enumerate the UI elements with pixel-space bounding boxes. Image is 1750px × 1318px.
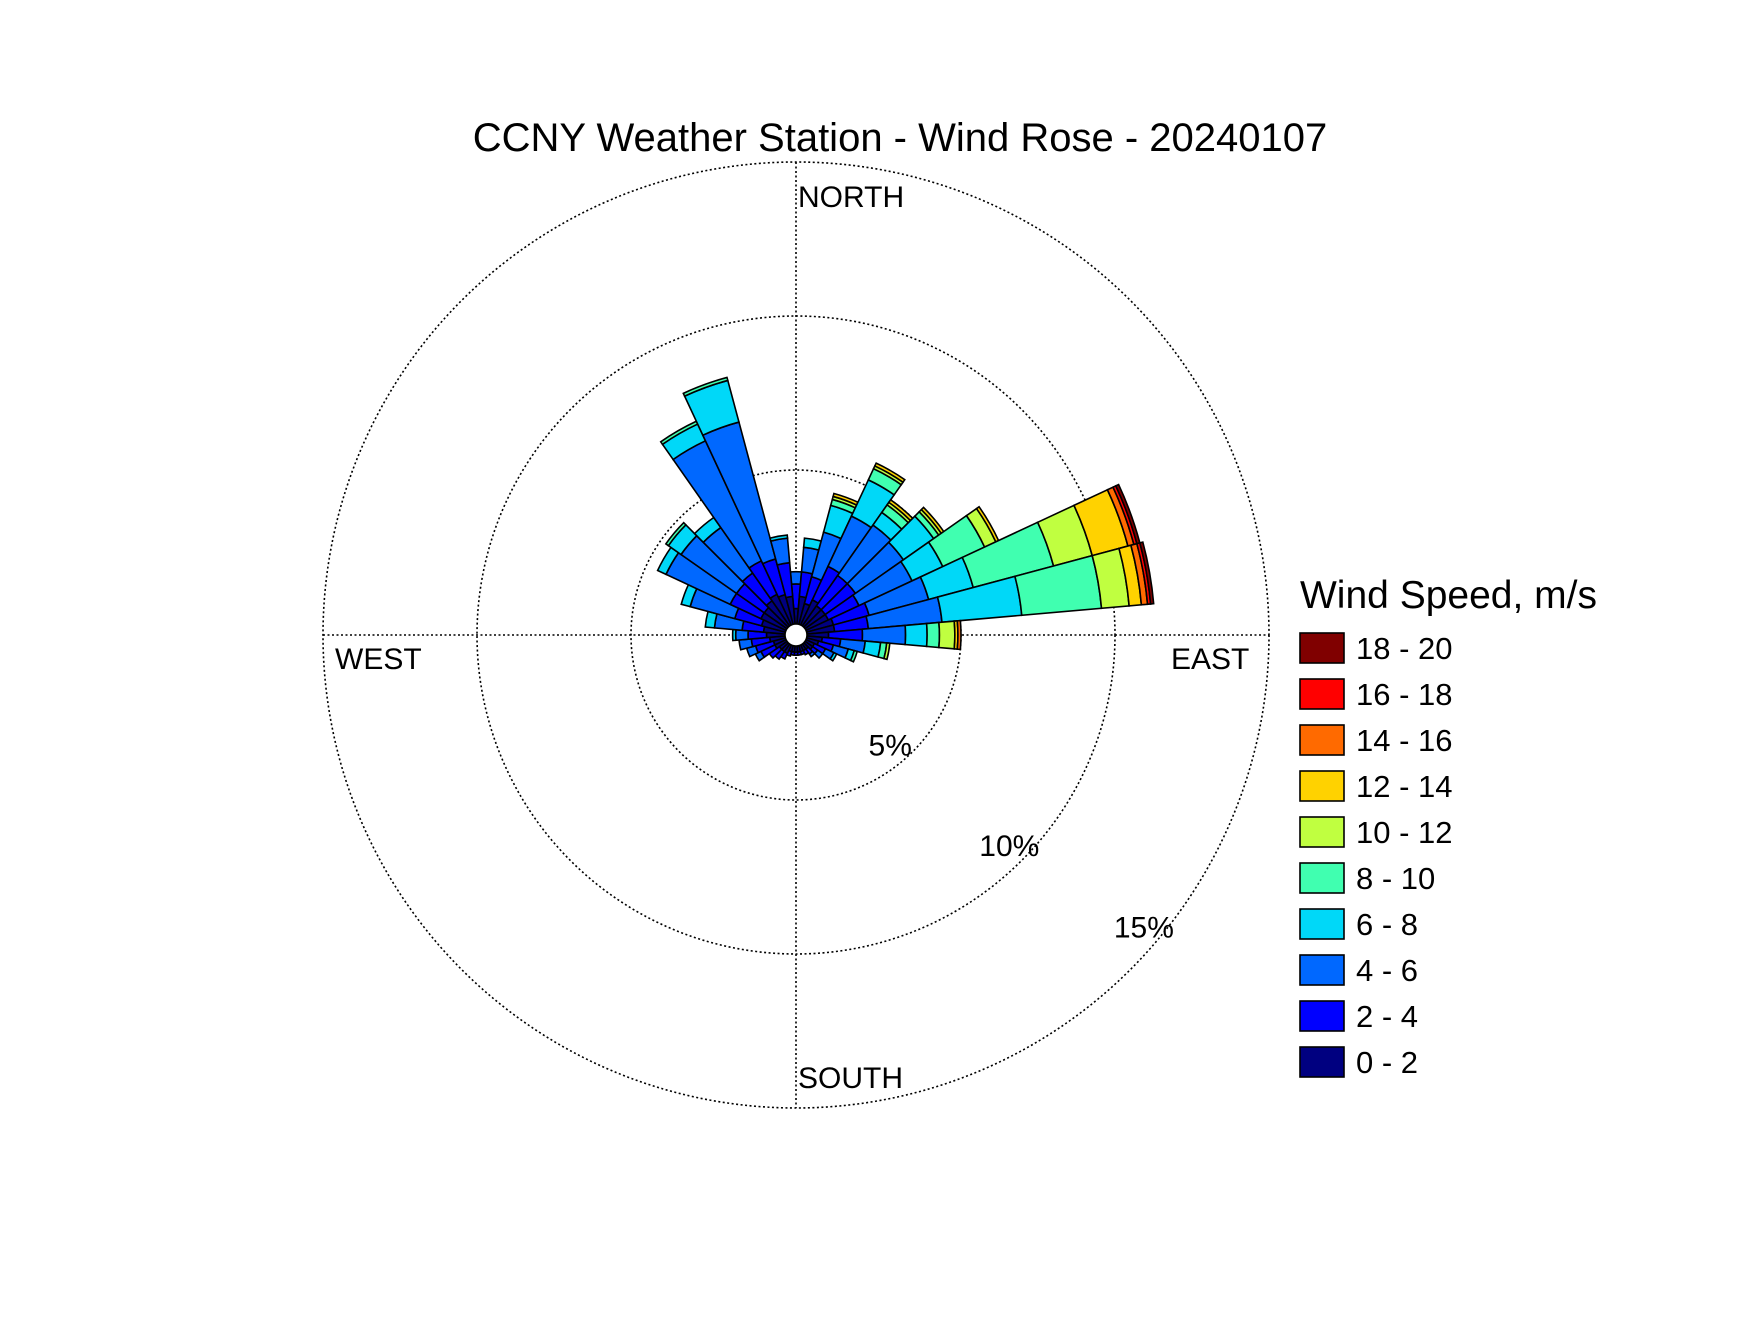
- sector-90-bin-5: [938, 620, 956, 650]
- sector-120-bin-3: [829, 651, 838, 662]
- ring-label-5: 5%: [869, 730, 912, 763]
- sector-350-bin-3: [769, 534, 789, 543]
- sector-140-bin-2: [808, 650, 816, 658]
- sector-80-bin-9: [1138, 541, 1155, 605]
- north-label: NORTH: [798, 181, 904, 214]
- sector-110-bin-4: [849, 649, 859, 663]
- sector-90-bin-7: [956, 619, 962, 651]
- ring-label-15: 15%: [1114, 911, 1174, 944]
- legend-label-6: 6 - 8: [1356, 907, 1418, 942]
- legend-label-7: 4 - 6: [1356, 953, 1418, 988]
- center-hole: [784, 623, 808, 647]
- wind-sectors: [656, 376, 1155, 663]
- sector-270-bin-3: [731, 628, 737, 642]
- sector-340-bin-4: [682, 376, 729, 398]
- sector-130-bin-2: [813, 649, 824, 660]
- legend-swatch-9: [1299, 1046, 1345, 1078]
- chart-title: CCNY Weather Station - Wind Rose - 20240…: [473, 116, 1328, 160]
- legend-swatch-3: [1299, 770, 1345, 802]
- legend-swatch-7: [1299, 954, 1345, 986]
- east-label: EAST: [1171, 643, 1249, 676]
- sector-90-bin-4: [925, 621, 941, 649]
- legend-swatch-1: [1299, 678, 1345, 710]
- legend-swatch-2: [1299, 724, 1345, 756]
- legend-label-3: 12 - 14: [1356, 769, 1453, 804]
- legend-label-9: 0 - 2: [1356, 1045, 1418, 1080]
- west-label: WEST: [335, 643, 422, 676]
- sector-100-bin-5: [883, 642, 891, 661]
- legend-label-4: 10 - 12: [1356, 815, 1453, 850]
- legend-label-8: 2 - 4: [1356, 999, 1418, 1034]
- legend-swatch-5: [1299, 862, 1345, 894]
- sector-310-bin-4: [664, 521, 687, 547]
- legend-label-0: 18 - 20: [1356, 631, 1453, 666]
- sector-30-bin-6: [873, 462, 906, 484]
- legend-swatch-0: [1299, 632, 1345, 664]
- legend-swatch-8: [1299, 1000, 1345, 1032]
- legend-swatch-6: [1299, 908, 1345, 940]
- south-label: SOUTH: [798, 1062, 903, 1095]
- ring-label-10: 10%: [979, 830, 1039, 863]
- legend-title: Wind Speed, m/s: [1300, 574, 1597, 617]
- legend: 18 - 20 16 - 18 14 - 16 12 - 14 10 - 12 8 - 1…: [1299, 631, 1453, 1080]
- sector-90-bin-3: [904, 622, 928, 648]
- legend-label-2: 14 - 16: [1356, 723, 1453, 758]
- legend-swatch-4: [1299, 816, 1345, 848]
- radial-tick-labels: 5% 10% 15%: [869, 730, 1174, 945]
- legend-label-1: 16 - 18: [1356, 677, 1453, 712]
- legend-label-5: 8 - 10: [1356, 861, 1435, 896]
